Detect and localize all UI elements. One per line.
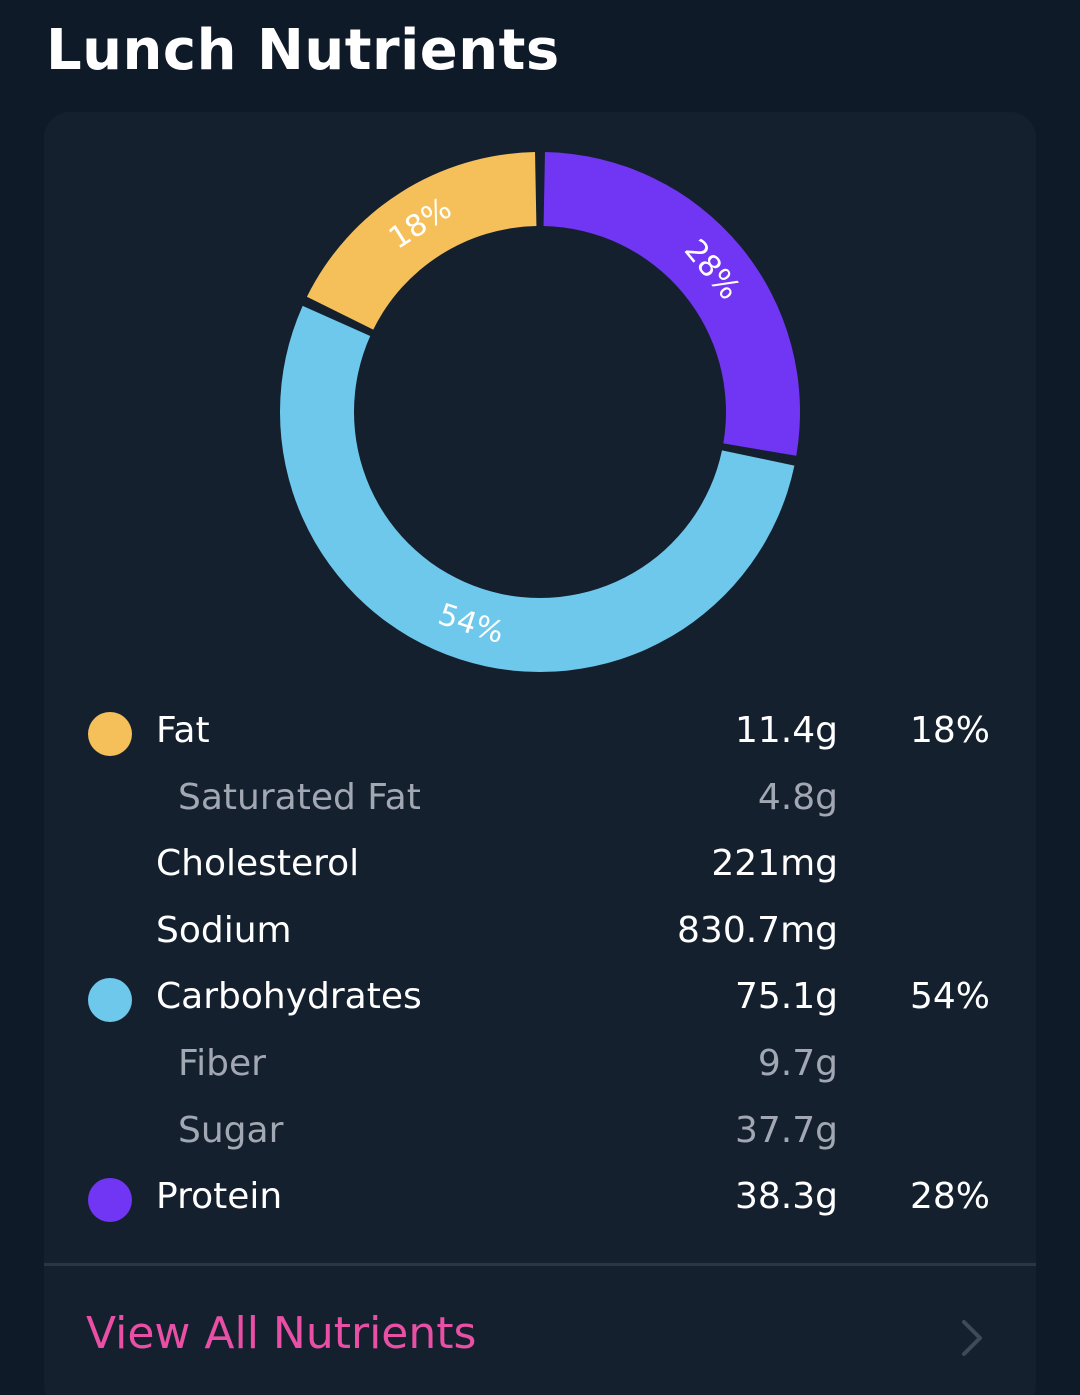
nutrient-color-dot: [88, 1178, 132, 1223]
divider: [44, 1263, 1036, 1266]
nutrient-color-dot: [88, 978, 132, 1023]
chevron-right-icon: [962, 1320, 982, 1356]
nutrient-row: Protein 38.3g 28%: [44, 1166, 1036, 1233]
view-all-nutrients-label: View All Nutrients: [86, 1308, 477, 1359]
nutrient-percent: 18%: [909, 710, 990, 751]
nutrient-row: Carbohydrates 75.1g 54%: [44, 966, 1036, 1033]
nutrient-row: Fiber 9.7g: [44, 1033, 1036, 1100]
nutrient-name: Protein: [156, 1176, 283, 1218]
nutrients-card: 28% 54% 18% Fat 11.4g 18% Saturated Fat 4.8g Ch…: [44, 112, 1036, 1395]
nutrient-row: Sugar 37.7g: [44, 1100, 1036, 1167]
nutrient-name: Sodium: [156, 909, 292, 951]
donut-slice-protein: [543, 152, 800, 456]
nutrient-amount: 221mg: [711, 843, 838, 885]
nutrient-amount: 37.7g: [734, 1109, 838, 1151]
donut-slice-carbohydrates: [280, 305, 795, 672]
nutrient-amount: 9.7g: [757, 1042, 838, 1084]
nutrient-row: Fat 11.4g 18%: [44, 700, 1036, 767]
view-all-nutrients-button[interactable]: View All Nutrients: [44, 1266, 1036, 1395]
nutrient-percent: 28%: [909, 1176, 990, 1218]
nutrient-name: Saturated Fat: [178, 776, 421, 818]
nutrient-row: Saturated Fat 4.8g: [44, 767, 1036, 834]
nutrient-amount: 75.1g: [734, 976, 838, 1018]
nutrient-list: Fat 11.4g 18% Saturated Fat 4.8g Cholesterol 2…: [44, 700, 1036, 1233]
nutrient-row: Sodium 830.7mg: [44, 900, 1036, 967]
nutrient-row: Cholesterol 221mg: [44, 833, 1036, 900]
page-title: Lunch Nutrients: [46, 18, 560, 83]
donut-slice-fat: [306, 152, 537, 330]
macro-donut-chart: 28%54%18%: [280, 152, 800, 672]
nutrient-amount: 11.4g: [734, 710, 838, 751]
nutrient-amount: 830.7mg: [677, 909, 838, 951]
nutrient-name: Carbohydrates: [156, 976, 422, 1018]
nutrient-name: Fiber: [178, 1042, 266, 1084]
nutrient-percent: 54%: [909, 976, 990, 1018]
nutrient-color-dot: [88, 712, 132, 756]
nutrient-amount: 4.8g: [757, 776, 838, 818]
nutrient-name: Sugar: [178, 1109, 284, 1151]
nutrient-name: Cholesterol: [156, 843, 360, 885]
nutrient-name: Fat: [156, 710, 210, 751]
nutrient-amount: 38.3g: [734, 1176, 838, 1218]
